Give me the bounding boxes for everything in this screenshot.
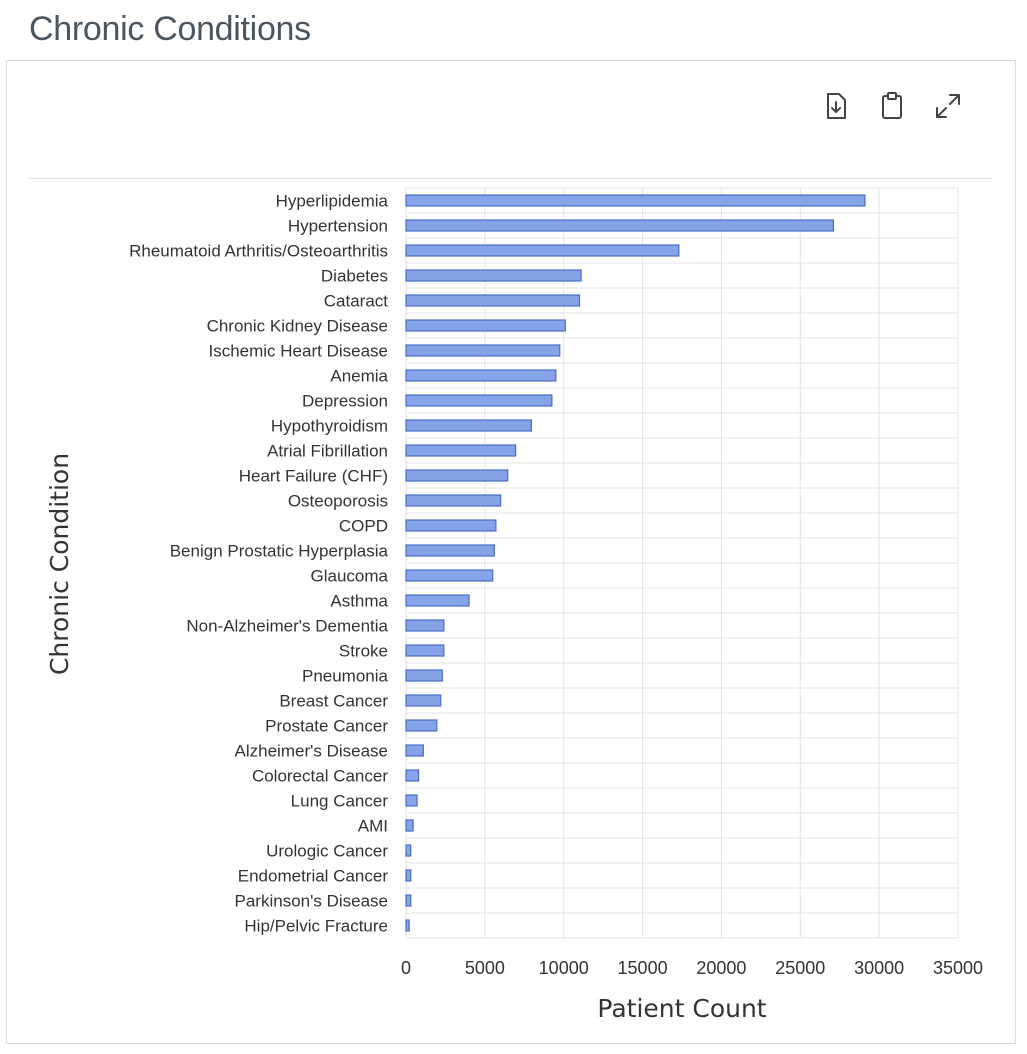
x-tick-label: 30000 — [854, 958, 904, 978]
bar — [405, 694, 442, 707]
category-label: Anemia — [330, 367, 388, 386]
category-label: Diabetes — [321, 267, 388, 286]
category-label: Prostate Cancer — [265, 717, 388, 736]
category-label: Asthma — [330, 592, 388, 611]
category-label: Rheumatoid Arthritis/Osteoarthritis — [129, 242, 388, 261]
category-label: Stroke — [339, 642, 388, 661]
category-label: Urologic Cancer — [266, 842, 388, 861]
category-label: Hypertension — [288, 217, 388, 236]
category-label: Endometrial Cancer — [238, 867, 389, 886]
category-label: Hypothyroidism — [271, 417, 388, 436]
category-label: Colorectal Cancer — [252, 767, 388, 786]
y-axis-title: Chronic Condition — [45, 453, 74, 675]
category-label: Lung Cancer — [291, 792, 389, 811]
bar — [405, 519, 497, 532]
bar — [405, 369, 557, 382]
bar — [405, 344, 561, 357]
chart-toolbar — [819, 89, 965, 123]
bar — [405, 919, 410, 932]
bar — [405, 494, 502, 507]
category-label: Cataract — [324, 292, 389, 311]
bar — [405, 819, 414, 832]
bar — [405, 194, 866, 207]
x-tick-label: 5000 — [465, 958, 505, 978]
download-icon — [827, 93, 846, 119]
clipboard-icon — [882, 92, 902, 119]
category-label: Benign Prostatic Hyperplasia — [170, 542, 389, 561]
bar — [405, 544, 495, 557]
bar — [405, 719, 438, 732]
x-tick-label: 15000 — [618, 958, 668, 978]
bar — [405, 419, 532, 432]
category-label: Alzheimer's Disease — [235, 742, 388, 761]
bar — [405, 594, 470, 607]
category-label: Depression — [302, 392, 388, 411]
category-label: AMI — [358, 817, 388, 836]
bar — [405, 744, 424, 757]
bar — [405, 294, 581, 307]
bar — [405, 869, 412, 882]
expand-icon — [936, 94, 960, 118]
bar — [405, 769, 420, 782]
category-label: Pneumonia — [302, 667, 389, 686]
bar — [405, 644, 445, 657]
bar — [405, 844, 412, 857]
x-tick-label: 20000 — [696, 958, 746, 978]
x-tick-label: 35000 — [933, 958, 983, 978]
category-label: Atrial Fibrillation — [267, 442, 388, 461]
expand-button[interactable] — [931, 89, 965, 123]
toolbar-divider — [29, 178, 993, 179]
category-label: COPD — [339, 517, 388, 536]
x-axis-title: Patient Count — [597, 994, 766, 1023]
category-label: Ischemic Heart Disease — [208, 342, 388, 361]
category-label: Hip/Pelvic Fracture — [244, 917, 388, 936]
bar — [405, 569, 494, 582]
bar — [405, 244, 680, 257]
download-button[interactable] — [819, 89, 853, 123]
x-tick-label: 10000 — [539, 958, 589, 978]
category-label: Non-Alzheimer's Dementia — [186, 617, 388, 636]
bar — [405, 444, 517, 457]
category-label: Glaucoma — [311, 567, 389, 586]
bar — [405, 269, 582, 282]
category-label: Hyperlipidemia — [276, 192, 389, 211]
bar — [405, 394, 553, 407]
category-label: Heart Failure (CHF) — [239, 467, 388, 486]
bar — [405, 319, 566, 332]
category-label: Osteoporosis — [288, 492, 388, 511]
page-title: Chronic Conditions — [29, 10, 311, 48]
bar — [405, 469, 509, 482]
category-label: Chronic Kidney Disease — [207, 317, 388, 336]
bar — [405, 794, 418, 807]
category-label: Parkinson's Disease — [235, 892, 388, 911]
bar — [405, 894, 412, 907]
copy-clipboard-button[interactable] — [875, 89, 909, 123]
bar — [405, 619, 445, 632]
bar — [405, 219, 835, 232]
x-tick-label: 25000 — [775, 958, 825, 978]
x-tick-label: 0 — [401, 958, 411, 978]
bar — [405, 669, 443, 682]
category-label: Breast Cancer — [279, 692, 388, 711]
